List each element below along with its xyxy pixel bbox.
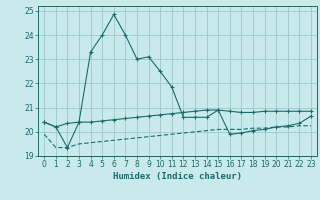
X-axis label: Humidex (Indice chaleur): Humidex (Indice chaleur) [113,172,242,181]
